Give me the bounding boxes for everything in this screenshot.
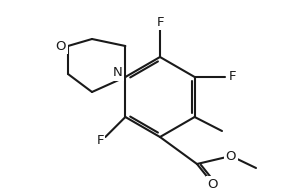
Text: F: F	[97, 133, 104, 146]
Text: F: F	[156, 16, 164, 29]
Text: O: O	[56, 40, 66, 53]
Text: O: O	[208, 178, 218, 191]
Text: N: N	[113, 67, 122, 80]
Text: F: F	[229, 70, 236, 83]
Text: O: O	[226, 150, 236, 163]
